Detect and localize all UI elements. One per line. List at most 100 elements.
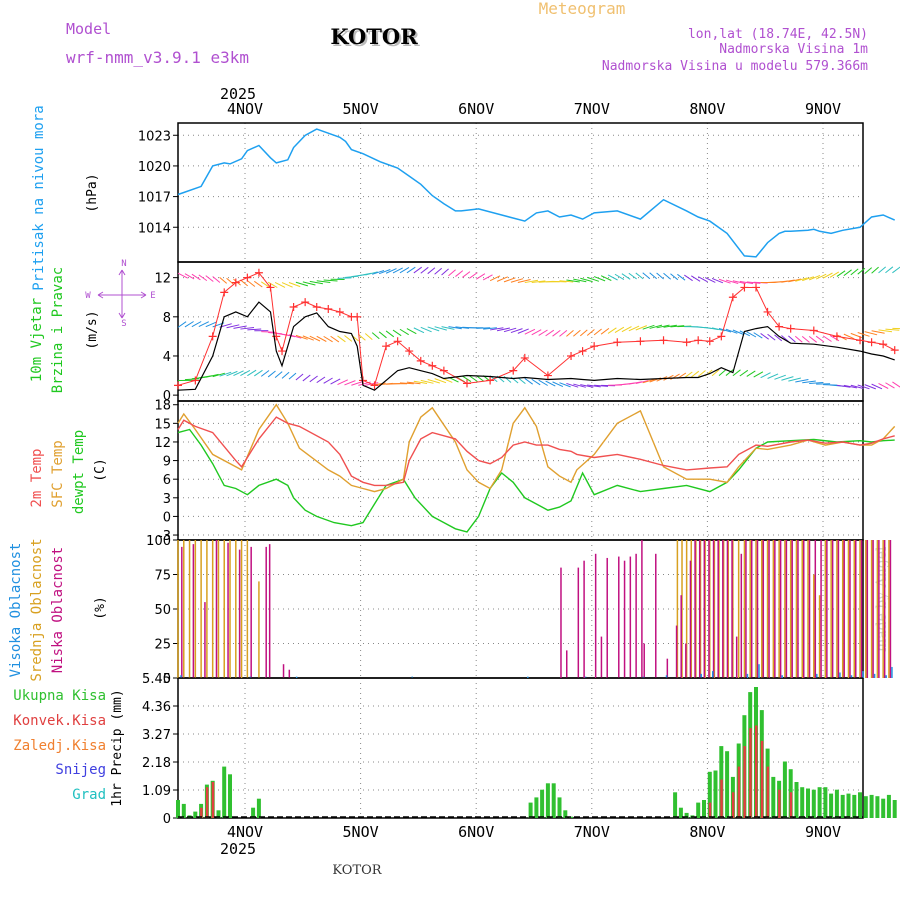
- gust-marker: [636, 337, 645, 346]
- wind-barb: [767, 333, 776, 341]
- wind-barb: [642, 324, 655, 330]
- wind-barb: [697, 276, 708, 283]
- wind-barb: [510, 328, 523, 334]
- t2m-line: [177, 416, 895, 487]
- gust-marker: [174, 381, 182, 390]
- model-elevation-label: Nadmorska Visina u modelu 579.366m: [602, 59, 868, 74]
- day-label-bottom: 5NOV: [343, 823, 379, 841]
- wind-barb: [198, 274, 208, 282]
- wind-barb: [781, 376, 794, 381]
- precip-bar: [545, 783, 550, 818]
- wind-barb: [406, 381, 421, 385]
- panel-frame: [177, 122, 864, 263]
- gust-marker: [775, 322, 784, 331]
- wind-barb: [739, 280, 754, 285]
- wind-barb: [566, 279, 580, 283]
- wind-barbs: [177, 266, 900, 390]
- y-tick-label: 1.09: [142, 784, 171, 799]
- precip-bar: [875, 796, 880, 818]
- wind-barb: [815, 335, 825, 343]
- wind-barb: [795, 379, 809, 383]
- wind-barb: [802, 276, 814, 282]
- wind-barb: [247, 328, 262, 331]
- wind-barb: [392, 329, 402, 337]
- wind-barb: [517, 377, 526, 384]
- wind-barb: [455, 326, 470, 329]
- wind-barb: [871, 266, 879, 274]
- wind-barb: [725, 369, 734, 376]
- gust-marker: [382, 342, 391, 351]
- wind-barb: [503, 327, 517, 333]
- model-name: wrf-nmm_v3.9.1 e3km: [66, 48, 249, 67]
- panel-2: 18 15 12 9 6 3 0 -3: [154, 399, 864, 544]
- precip-bar: [834, 789, 839, 818]
- precip-bar: [528, 802, 533, 818]
- wind-barb: [670, 325, 685, 328]
- wind-barb: [545, 329, 555, 337]
- temp-title-2m: 2m Temp: [29, 448, 45, 507]
- wind-barb: [885, 382, 895, 389]
- wind-barb: [711, 277, 724, 284]
- wind-barb: [281, 333, 296, 338]
- gust-marker: [220, 288, 229, 297]
- gust-marker: [428, 361, 437, 370]
- wind-barb: [774, 374, 786, 380]
- wind-barb: [746, 370, 756, 377]
- precip-bar: [678, 807, 683, 818]
- wind-barb: [302, 335, 314, 341]
- wind-barb: [219, 276, 228, 284]
- wind-barb: [864, 267, 873, 275]
- wind-ylabel: (m/s): [85, 310, 100, 349]
- wind-barb: [323, 279, 338, 282]
- gust-marker: [890, 346, 899, 355]
- temp-title-sfc: SFC Temp: [50, 440, 66, 507]
- gust-marker: [335, 307, 344, 316]
- wind-barb: [496, 327, 511, 332]
- precip-bar: [858, 792, 862, 818]
- gust-marker: [682, 338, 691, 347]
- wind-barb: [351, 380, 364, 386]
- precip-bar: [557, 797, 562, 818]
- wind-barb: [233, 325, 247, 329]
- precip-bar: [846, 793, 851, 818]
- wind-barb: [441, 326, 455, 330]
- precip-bar: [193, 811, 198, 818]
- wind-barb: [399, 266, 410, 274]
- gust-marker: [405, 347, 414, 356]
- gust-marker: [578, 347, 587, 356]
- gust-marker: [208, 332, 217, 341]
- wind-barb: [323, 335, 333, 343]
- wind-barb: [559, 382, 571, 388]
- meteogram-label: Meteogram: [539, 0, 626, 18]
- y-tick-label: 18: [154, 399, 171, 414]
- wind-direction-legend: W E N S: [85, 259, 155, 329]
- wind-barb: [274, 371, 283, 378]
- precip-bar: [684, 812, 689, 818]
- legend-total-rain: Ukupna Kisa: [13, 688, 106, 704]
- wind-barb: [586, 329, 595, 336]
- y-tick-label: 1017: [138, 191, 171, 206]
- wind-barb: [226, 277, 234, 285]
- wind-barb: [801, 335, 810, 343]
- wind-barb: [836, 270, 846, 277]
- wind-barb: [469, 272, 478, 279]
- gust-marker: [393, 337, 402, 346]
- wind-barb: [184, 378, 199, 381]
- watermark: made by Angel: [874, 546, 890, 652]
- wind-barb: [573, 329, 581, 337]
- wind-barb: [538, 329, 548, 336]
- day-label-top: 6NOV: [458, 100, 494, 118]
- wind-barb: [697, 370, 706, 377]
- wind-barb: [809, 382, 824, 384]
- wind-barb: [628, 272, 637, 280]
- wind-barb: [448, 269, 456, 277]
- wind-barb: [517, 279, 531, 283]
- wind-barb: [413, 327, 425, 334]
- temp-ylabel: (C): [93, 458, 108, 481]
- wind-barb: [580, 277, 593, 283]
- y-tick-label: 12: [154, 436, 171, 451]
- panel-0: 1023 1020 1017 1014: [138, 122, 864, 263]
- wind-barb: [490, 327, 504, 331]
- wind-barb: [843, 384, 857, 389]
- wind-barb: [434, 267, 443, 275]
